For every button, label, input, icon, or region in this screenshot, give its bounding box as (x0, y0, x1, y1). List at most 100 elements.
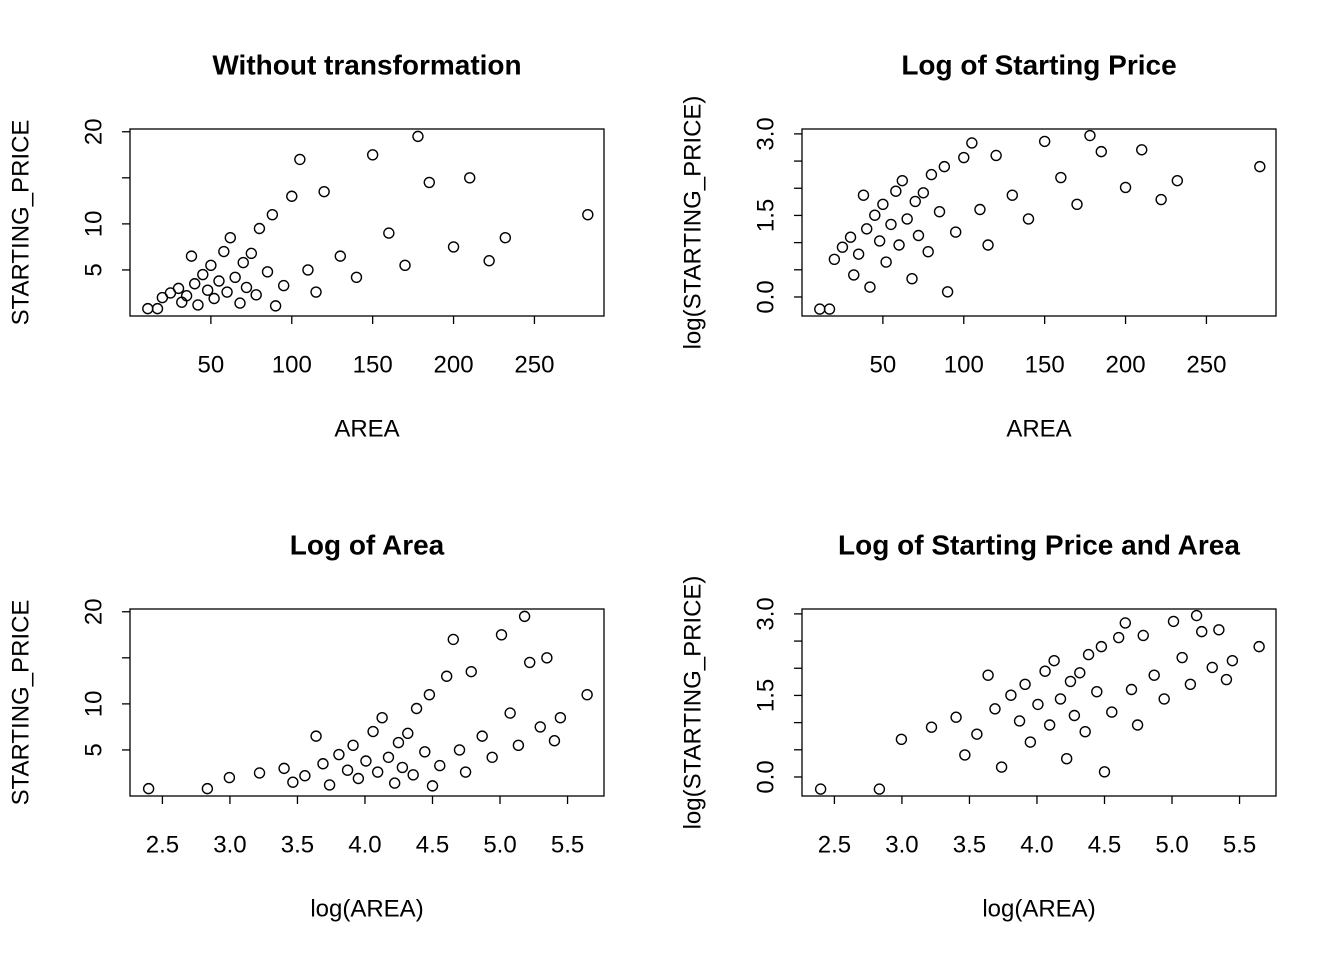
point (396, 761, 409, 774)
point (901, 213, 913, 225)
point (880, 256, 892, 268)
y-tick-label: 3.0 (752, 597, 779, 630)
x-tick-label: 3.5 (281, 831, 314, 858)
x-tick-label: 4.0 (1020, 831, 1053, 858)
point (294, 153, 306, 166)
panel: Without transformation AREA STARTING_PRICE… (7, 49, 605, 442)
point (1098, 766, 1111, 778)
point (317, 758, 329, 770)
point (1005, 689, 1017, 701)
panel: Log of Starting Price AREA log(STARTING_PR… (679, 49, 1277, 442)
x-tick-label: 3.0 (213, 831, 246, 858)
point (933, 205, 946, 218)
point (261, 266, 274, 278)
point (1054, 693, 1067, 705)
point (197, 268, 209, 281)
point (1136, 144, 1148, 156)
y-axis-label: STARTING_PRICE (7, 600, 34, 806)
point (399, 259, 411, 272)
y-tick-label: 5 (80, 263, 107, 276)
point (1112, 631, 1125, 644)
point (917, 187, 930, 199)
point (142, 302, 154, 315)
point (447, 633, 459, 646)
point (857, 189, 870, 201)
point (844, 231, 857, 243)
point (1068, 709, 1081, 722)
plot-frame (801, 128, 1277, 317)
plot-frame (129, 608, 605, 797)
point (382, 751, 395, 764)
point (534, 721, 546, 733)
point (1254, 160, 1266, 173)
point (1176, 651, 1188, 664)
x-tick-label: 2.5 (146, 831, 179, 858)
point (1024, 736, 1037, 748)
point (1055, 171, 1067, 184)
point (223, 771, 236, 784)
point (266, 208, 279, 221)
point (925, 721, 938, 733)
x-axis-label: log(AREA) (310, 895, 423, 922)
x-axis-label: AREA (1006, 415, 1071, 442)
point (299, 770, 311, 782)
point (189, 278, 201, 290)
point (1220, 673, 1233, 686)
y-axis-label: log(STARTING_PRICE) (679, 576, 706, 830)
x-tick-label: 250 (1186, 351, 1226, 378)
point (483, 255, 495, 267)
point (873, 783, 886, 795)
point (447, 241, 460, 253)
x-axis-label: log(AREA) (982, 895, 1095, 922)
point (453, 744, 466, 756)
point (341, 764, 354, 776)
point (990, 149, 1002, 162)
y-tick-label: 5 (80, 743, 107, 756)
point (966, 137, 978, 149)
y-axis-label: STARTING_PRICE (7, 120, 34, 326)
point (890, 185, 902, 197)
point (1155, 193, 1167, 206)
x-tick-label: 4.0 (348, 831, 381, 858)
point (989, 703, 1001, 715)
point (412, 130, 424, 143)
x-tick-label: 150 (353, 351, 393, 378)
point (524, 656, 536, 669)
point (512, 739, 525, 752)
x-axis-label: AREA (334, 415, 399, 442)
x-tick-label: 3.0 (885, 831, 918, 858)
point (518, 610, 531, 623)
point (581, 688, 593, 701)
point (1190, 609, 1203, 622)
point (208, 292, 220, 305)
point (221, 286, 233, 298)
point (906, 273, 918, 285)
point (459, 766, 472, 778)
point (1253, 640, 1265, 653)
point (982, 669, 994, 681)
x-tick-label: 5.5 (1223, 831, 1256, 858)
point (1119, 617, 1131, 629)
point (201, 782, 214, 795)
point (1079, 725, 1091, 738)
point (823, 303, 836, 315)
point (548, 735, 561, 747)
x-tick-label: 100 (944, 351, 984, 378)
point (1119, 181, 1132, 194)
point (1158, 693, 1170, 705)
point (434, 759, 446, 772)
y-tick-label: 0.0 (752, 760, 779, 793)
x-tick-label: 5.0 (1155, 831, 1188, 858)
point (995, 761, 1008, 773)
point (318, 185, 330, 198)
point (949, 226, 962, 238)
point (185, 250, 198, 262)
x-tick-label: 5.5 (551, 831, 584, 858)
y-tick-label: 10 (80, 211, 107, 238)
plot-frame (801, 608, 1277, 797)
point (218, 245, 230, 258)
point (237, 256, 249, 269)
point (410, 702, 423, 715)
point (814, 303, 826, 315)
y-tick-label: 10 (80, 691, 107, 718)
